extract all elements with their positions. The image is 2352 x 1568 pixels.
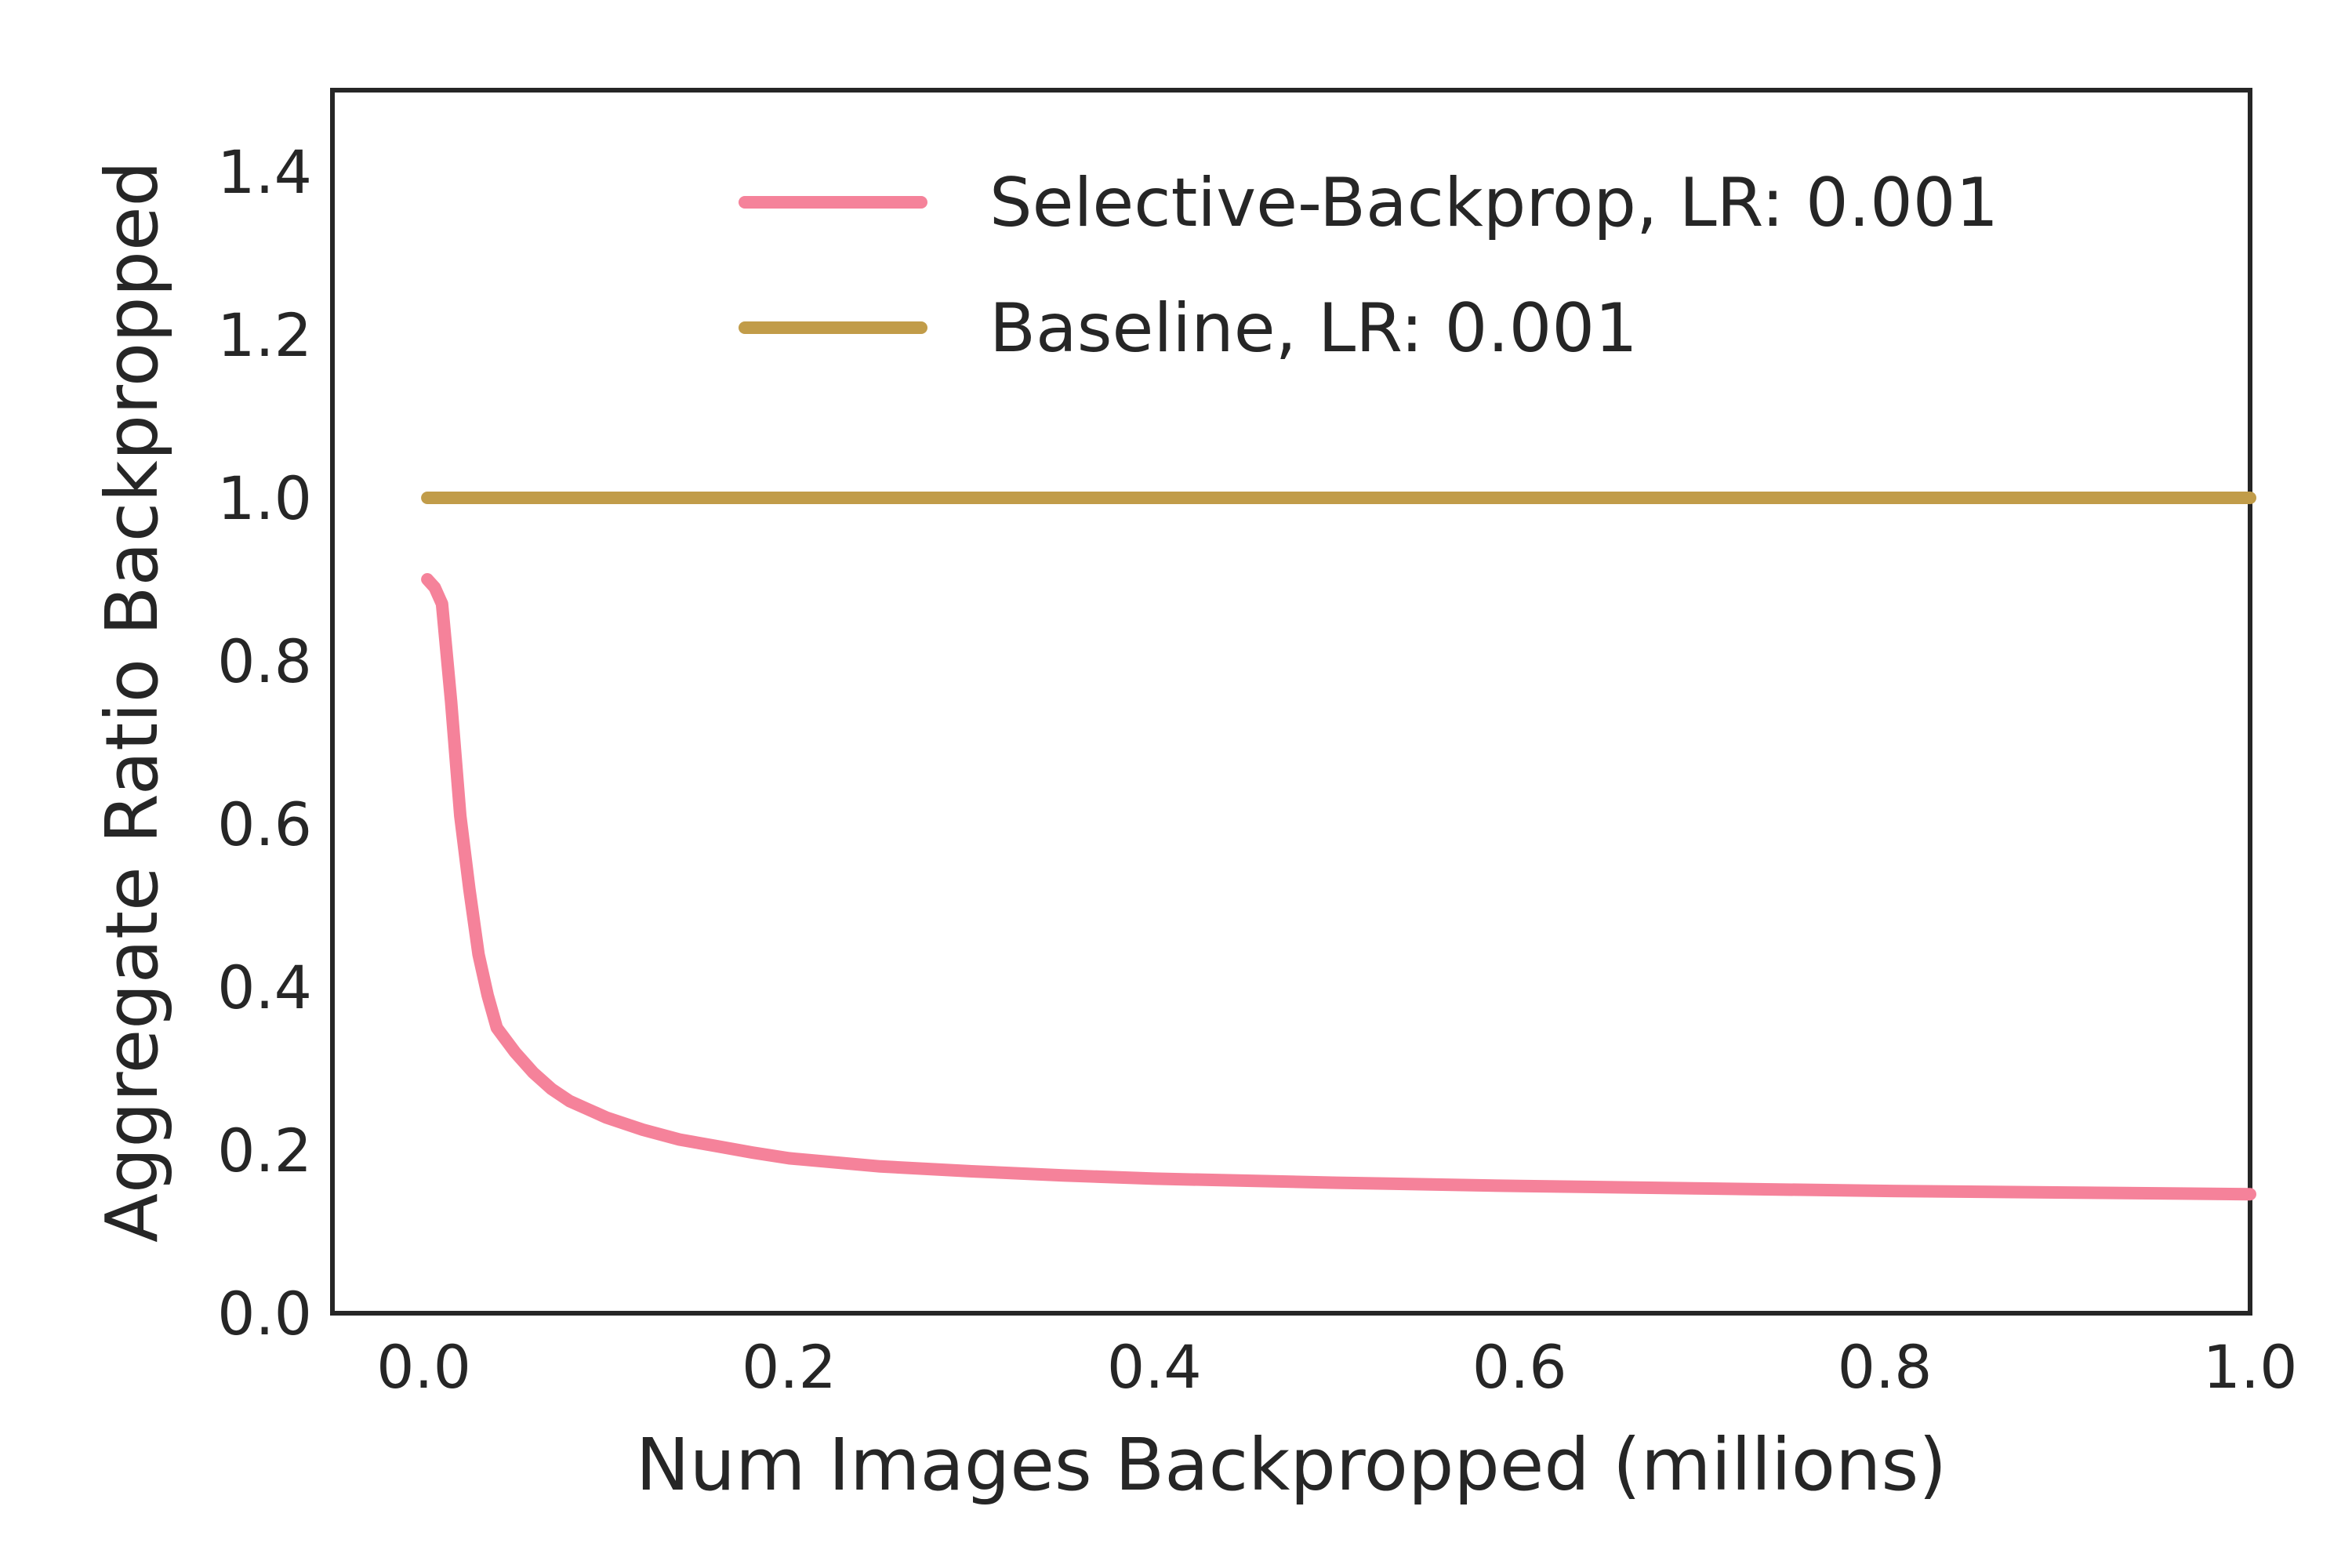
y-axis-label: Aggregate Ratio Backpropped [90,161,174,1243]
y-tick-label: 0.8 [217,626,312,696]
y-tick-label: 0.6 [217,789,312,859]
y-tick-labels: 0.0 0.2 0.4 0.6 0.8 1.0 1.2 1.4 [217,137,312,1348]
legend: Selective-Backprop, LR: 0.001 Baseline, L… [739,164,1998,368]
series-layer [421,492,2256,1201]
y-tick-label: 0.2 [217,1116,312,1185]
plot-frame [330,88,2252,1316]
x-axis-label: Num Images Backpropped (millions) [636,1423,1947,1507]
x-tick-label: 0.0 [376,1332,471,1402]
x-tick-label: 1.0 [2203,1332,2298,1402]
x-tick-labels: 0.0 0.2 0.4 0.6 0.8 1.0 [376,1332,2297,1402]
y-tick-label: 1.4 [217,137,312,207]
y-tick-label: 1.0 [217,463,312,533]
x-tick-label: 0.8 [1838,1332,1933,1402]
x-tick-label: 0.2 [742,1332,837,1402]
y-tick-label: 1.2 [217,300,312,370]
x-tick-label: 0.4 [1107,1332,1202,1402]
series-line-1 [421,573,2256,1201]
legend-label-2: Baseline, LR: 0.001 [989,289,1638,368]
y-tick-label: 0.0 [217,1279,312,1348]
legend-label-1: Selective-Backprop, LR: 0.001 [989,164,1998,242]
x-tick-label: 0.6 [1472,1332,1567,1402]
y-tick-label: 0.4 [217,953,312,1022]
